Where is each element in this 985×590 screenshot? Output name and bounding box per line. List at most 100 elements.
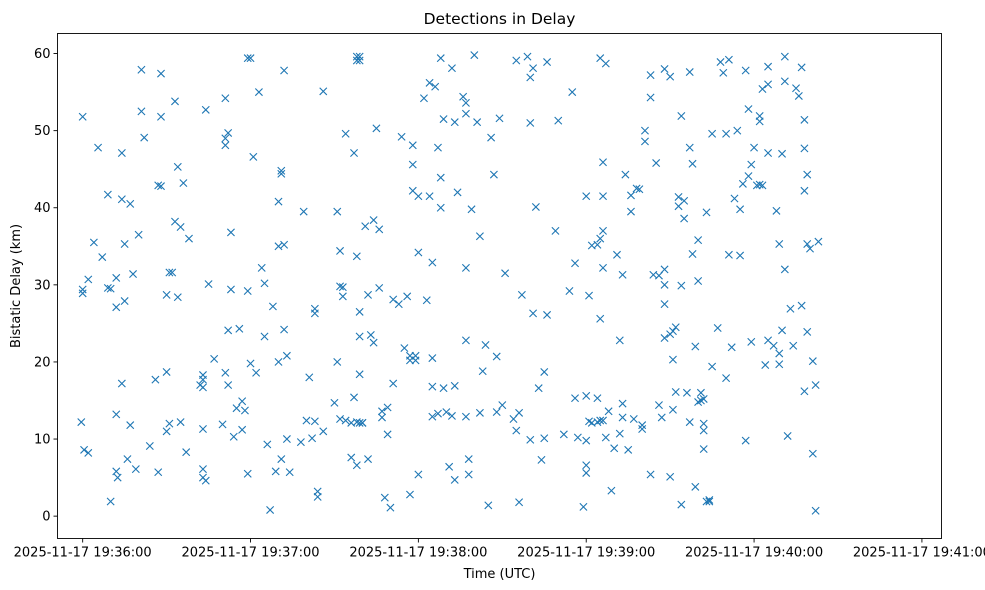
data-point (724, 55, 733, 64)
data-point (699, 445, 708, 454)
data-point (347, 453, 356, 462)
data-point (352, 56, 361, 65)
data-point (515, 408, 524, 417)
data-point (266, 505, 275, 514)
data-point (369, 338, 378, 347)
data-point (428, 412, 437, 421)
data-point (680, 196, 689, 205)
data-point (308, 434, 317, 443)
data-point (445, 462, 454, 471)
data-point (333, 207, 342, 216)
data-point (719, 68, 728, 77)
data-point (433, 409, 442, 418)
data-point (696, 388, 705, 397)
data-point (699, 426, 708, 435)
data-point (431, 82, 440, 91)
data-point (814, 237, 823, 246)
data-point (764, 62, 773, 71)
data-point (699, 394, 708, 403)
data-point (677, 281, 686, 290)
data-point (78, 289, 87, 298)
data-point (775, 349, 784, 358)
data-point (117, 149, 126, 157)
data-point (604, 407, 613, 416)
data-point (260, 332, 269, 341)
data-point (375, 283, 384, 292)
data-point (694, 236, 703, 245)
data-point (383, 403, 392, 412)
data-point (350, 149, 359, 157)
data-point (543, 310, 552, 319)
data-point (529, 309, 538, 318)
data-point (811, 506, 820, 515)
data-point (168, 268, 177, 277)
data-point (229, 432, 238, 441)
data-point (355, 307, 364, 316)
data-point (358, 418, 367, 427)
data-point (702, 208, 711, 217)
data-point (140, 133, 149, 142)
data-point (599, 158, 607, 167)
data-point (487, 133, 496, 142)
data-point (274, 357, 283, 366)
data-point (302, 416, 311, 425)
plot-frame (57, 33, 942, 539)
data-point (582, 192, 591, 201)
data-point (761, 361, 770, 370)
data-point (685, 143, 694, 152)
data-point (800, 387, 809, 396)
data-point (808, 449, 817, 458)
data-point (724, 250, 733, 259)
data-point (425, 192, 434, 201)
data-point (238, 425, 247, 434)
data-point (129, 270, 138, 279)
data-point (198, 425, 207, 434)
data-point (585, 291, 594, 300)
data-point (243, 469, 252, 478)
data-point (621, 170, 630, 179)
data-point (436, 203, 445, 212)
data-point (652, 159, 661, 168)
data-point (176, 223, 185, 232)
data-point (98, 253, 107, 262)
data-point (405, 356, 414, 365)
data-point (806, 244, 815, 253)
data-point (447, 64, 456, 73)
data-point (461, 263, 470, 272)
data-point (708, 362, 717, 371)
data-point (126, 199, 135, 208)
data-point (403, 292, 412, 301)
data-point (157, 69, 165, 78)
data-point (260, 279, 269, 288)
data-point (112, 273, 121, 282)
data-point (299, 207, 308, 216)
data-point (268, 302, 277, 311)
data-point (400, 344, 409, 353)
data-point (705, 495, 714, 504)
data-point (246, 54, 255, 63)
data-point (366, 330, 375, 339)
data-point (786, 304, 795, 313)
data-point (464, 455, 473, 464)
data-point (439, 384, 448, 393)
data-point (319, 427, 328, 436)
data-point (803, 327, 812, 336)
y-tick-label: 60 (34, 47, 51, 62)
data-point (800, 115, 809, 124)
data-point (481, 340, 490, 349)
data-point (249, 152, 258, 161)
data-point (352, 52, 361, 61)
data-point (618, 270, 627, 279)
data-point (243, 54, 252, 63)
data-point (671, 323, 680, 332)
data-point (769, 341, 778, 350)
data-point (579, 502, 588, 511)
data-point (747, 160, 756, 169)
data-point (408, 141, 417, 150)
data-point (405, 490, 414, 499)
data-point (157, 182, 165, 191)
chart-title: Detections in Delay (424, 10, 576, 28)
data-point (797, 63, 806, 72)
data-point (596, 416, 605, 425)
data-point (414, 470, 423, 479)
